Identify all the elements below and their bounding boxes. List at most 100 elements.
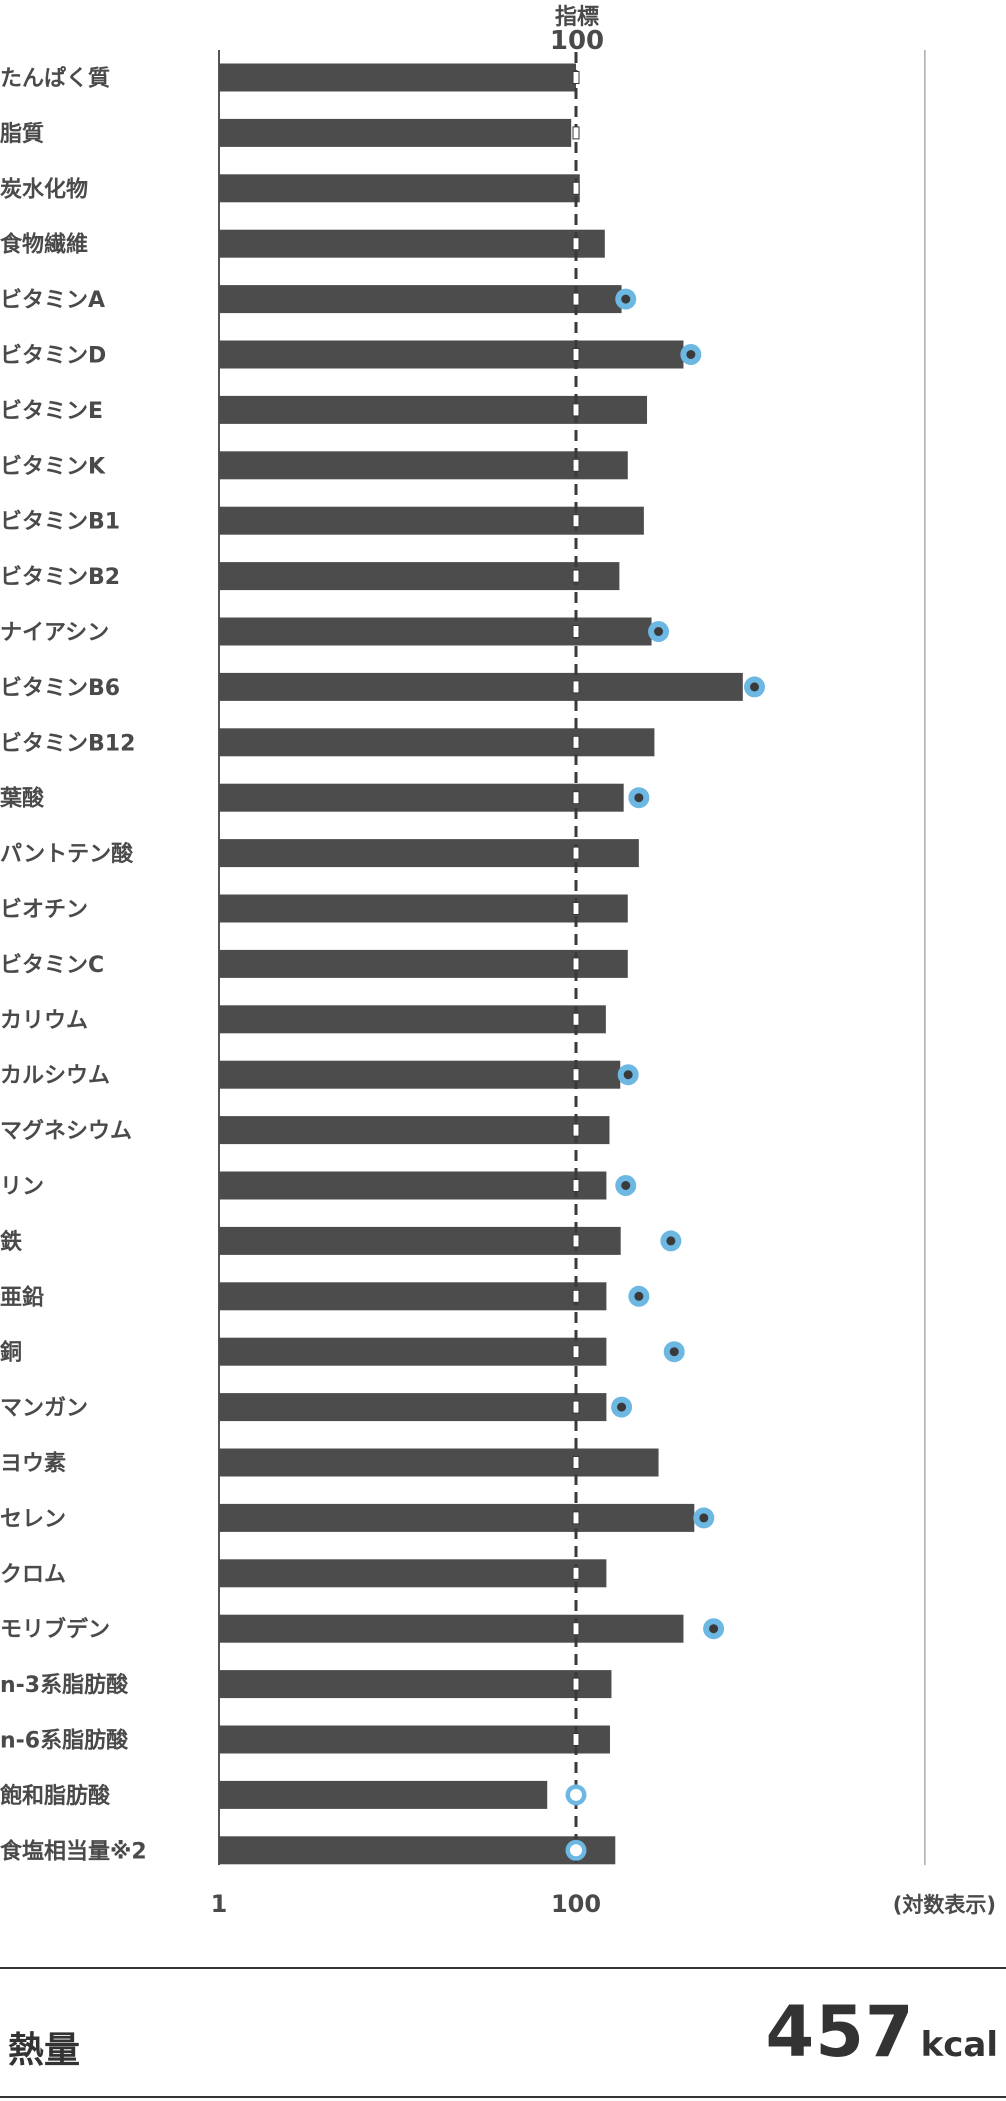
- bar: [219, 1282, 607, 1311]
- bar: [219, 174, 580, 203]
- category-label: パントテン酸: [0, 842, 134, 867]
- marker-dot: [666, 1236, 676, 1246]
- bar: [219, 1171, 607, 1200]
- bar: [219, 562, 620, 591]
- reference-tick: [572, 237, 580, 251]
- bar: [219, 728, 655, 757]
- bar: [219, 285, 622, 314]
- tick-label: 100: [551, 1890, 601, 1918]
- category-label: カルシウム: [0, 1064, 110, 1089]
- reference-value: 100: [550, 26, 604, 56]
- category-label: クロム: [0, 1562, 66, 1587]
- reference-tick: [572, 514, 580, 528]
- category-label: ナイアシン: [0, 621, 109, 646]
- marker: [565, 1839, 587, 1861]
- category-label: 銅: [0, 1340, 22, 1366]
- marker: [660, 1230, 682, 1252]
- bar: [219, 506, 644, 535]
- reference-tick: [572, 1068, 580, 1082]
- bar: [219, 1005, 606, 1034]
- reference-tick: [572, 1456, 580, 1469]
- bar: [219, 451, 628, 480]
- marker: [628, 1285, 650, 1307]
- reference-tick: [572, 846, 580, 860]
- energy-value: 457: [765, 1991, 915, 2073]
- reference-header: 指標 100: [550, 5, 604, 56]
- marker: [615, 288, 637, 310]
- category-label: n-6系脂肪酸: [0, 1728, 129, 1754]
- bar: [219, 1780, 548, 1809]
- scale-note: (対数表示): [893, 1893, 996, 1917]
- reference-tick: [572, 1234, 580, 1248]
- reference-tick: [572, 735, 580, 749]
- x-axis-ticks: 1 100: [211, 1890, 601, 1918]
- marker-center: [570, 1844, 582, 1857]
- reference-tick: [572, 569, 580, 583]
- marker-dot: [669, 1347, 679, 1357]
- reference-tick: [572, 1179, 580, 1192]
- tick-label: 1: [211, 1890, 228, 1918]
- bar: [219, 1448, 659, 1477]
- bar: [219, 1226, 621, 1255]
- category-label: ビタミンK: [0, 454, 106, 479]
- category-label: 食物繊維: [0, 232, 88, 258]
- marker: [693, 1507, 715, 1529]
- energy-unit: kcal: [920, 2025, 998, 2065]
- reference-tick: [572, 458, 580, 472]
- bar: [219, 949, 628, 978]
- bar: [219, 1393, 607, 1422]
- bar: [219, 672, 743, 701]
- reference-label: 指標: [555, 5, 599, 30]
- category-label: ビタミンB2: [0, 565, 120, 590]
- category-label: ビタミンD: [0, 344, 106, 369]
- marker: [663, 1341, 685, 1363]
- reference-tick: [572, 126, 580, 140]
- reference-tick: [572, 348, 580, 361]
- reference-tick: [572, 403, 580, 417]
- marker-dot: [686, 350, 696, 359]
- category-label: 飽和脂肪酸: [0, 1783, 111, 1809]
- reference-tick: [572, 292, 580, 306]
- bar: [219, 1060, 621, 1089]
- marker: [744, 676, 765, 698]
- marker: [680, 344, 702, 365]
- reference-tick: [572, 1345, 580, 1359]
- bar: [219, 63, 576, 92]
- marker-dot: [654, 627, 664, 636]
- reference-tick: [572, 1566, 580, 1580]
- bar: [219, 229, 605, 258]
- energy-label: 熱量: [8, 2030, 81, 2071]
- category-label: 食塩相当量※2: [0, 1838, 147, 1864]
- category-label: ビタミンB12: [0, 731, 135, 756]
- category-label: ビタミンE: [0, 399, 103, 424]
- category-label: セレン: [0, 1507, 66, 1532]
- bar: [219, 1559, 607, 1588]
- marker-center: [570, 1788, 582, 1801]
- marker-dot: [634, 793, 644, 803]
- reference-tick: [572, 1400, 580, 1414]
- category-label: n-3系脂肪酸: [0, 1672, 129, 1698]
- bar: [219, 1725, 610, 1754]
- marker-dot: [621, 294, 631, 304]
- marker: [628, 787, 650, 809]
- marker: [648, 621, 670, 642]
- bar: [219, 1116, 610, 1145]
- reference-tick: [572, 1012, 580, 1026]
- reference-tick: [572, 625, 580, 638]
- markers-group: [565, 288, 765, 1861]
- bar: [219, 1614, 684, 1643]
- category-label: ビタミンB6: [0, 676, 120, 701]
- category-label: マンガン: [0, 1396, 88, 1421]
- bar: [219, 1670, 612, 1699]
- category-label: 葉酸: [0, 787, 45, 812]
- bar: [219, 783, 624, 812]
- marker-dot: [623, 1070, 633, 1080]
- marker-dot: [709, 1624, 719, 1634]
- reference-tick: [572, 902, 580, 915]
- category-label: カリウム: [0, 1008, 88, 1033]
- reference-tick: [572, 1733, 580, 1746]
- category-label: ビタミンB1: [0, 510, 120, 535]
- bar: [219, 118, 572, 147]
